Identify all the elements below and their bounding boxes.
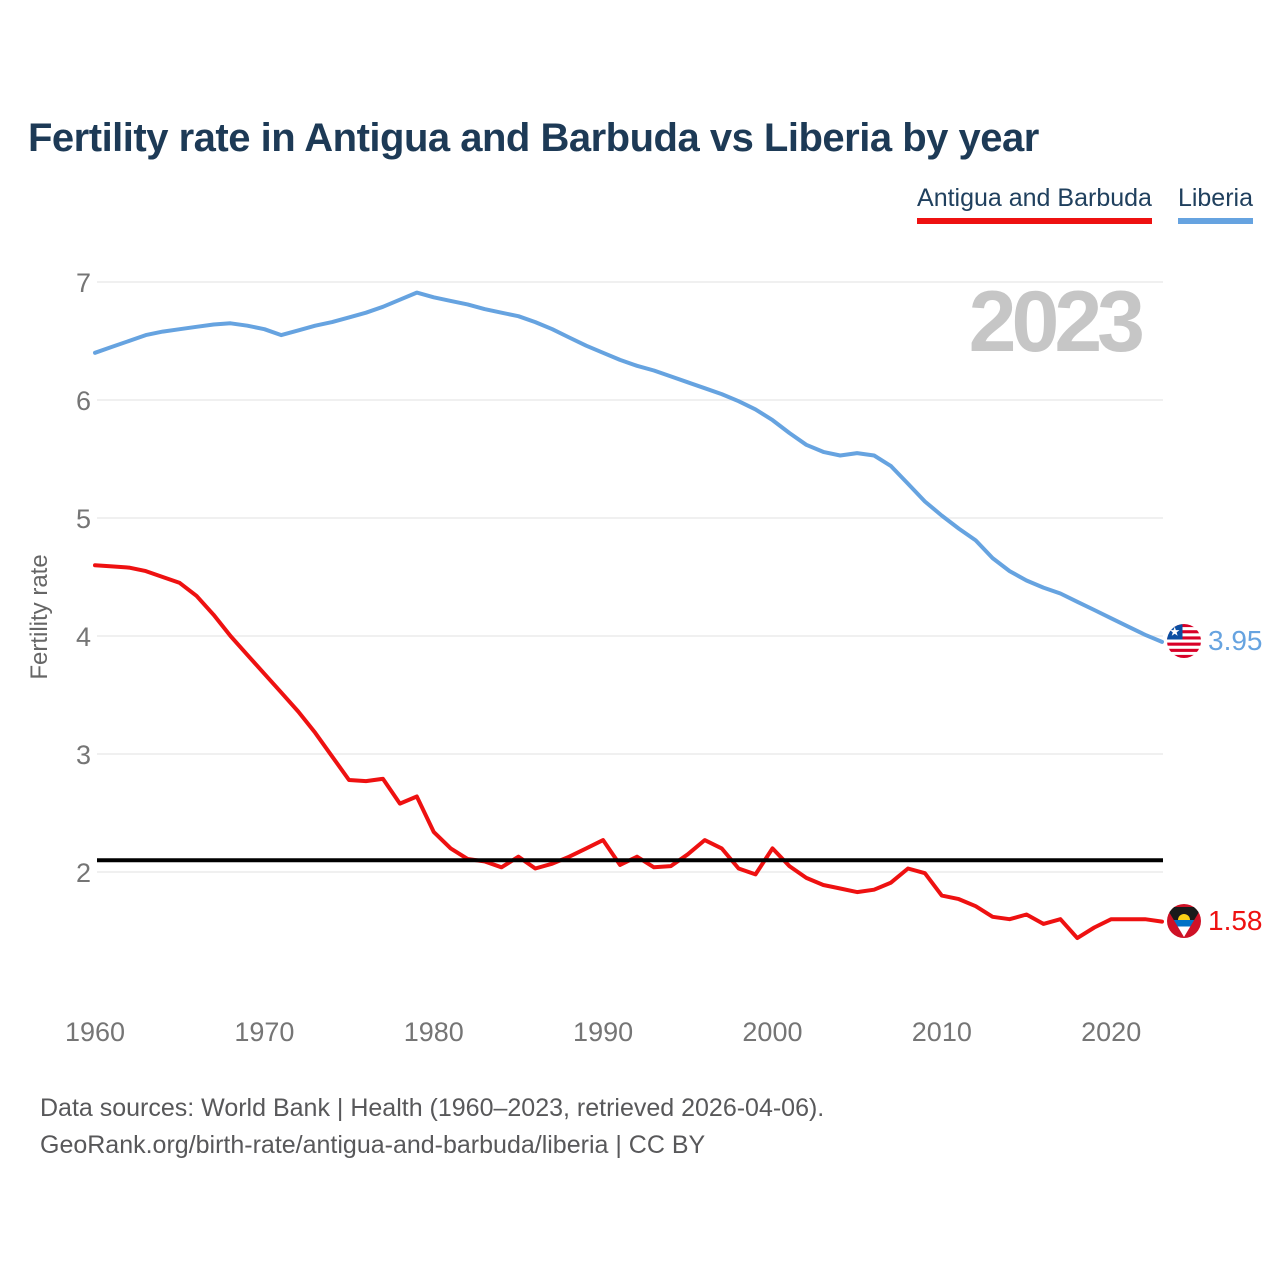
y-tick-label: 7 xyxy=(76,268,91,298)
y-axis-title: Fertility rate xyxy=(26,554,53,679)
x-tick-label: 1970 xyxy=(234,1017,294,1047)
end-value-liberia: 3.95 xyxy=(1208,624,1263,656)
x-tick-label: 2020 xyxy=(1081,1017,1141,1047)
x-tick-label: 2010 xyxy=(912,1017,972,1047)
x-tick-label: 2000 xyxy=(742,1017,802,1047)
end-value-antigua-and-barbuda: 1.58 xyxy=(1208,904,1263,936)
end-label-antigua-and-barbuda: 1.58 xyxy=(1167,903,1263,938)
y-axis-tick-labels: 7 6 5 4 3 2 xyxy=(76,268,91,888)
y-tick-label: 2 xyxy=(76,858,91,888)
x-tick-label: 1960 xyxy=(65,1017,125,1047)
footer: Data sources: World Bank | Health (1960–… xyxy=(40,1090,824,1164)
y-tick-label: 5 xyxy=(76,504,91,534)
series-lines xyxy=(93,290,1164,941)
liberia-flag-icon xyxy=(1167,623,1201,658)
page-title: Fertility rate in Antigua and Barbuda vs… xyxy=(28,116,1039,160)
y-tick-label: 4 xyxy=(76,622,91,652)
legend: Antigua and Barbuda Liberia xyxy=(917,184,1253,224)
footer-attribution: GeoRank.org/birth-rate/antigua-and-barbu… xyxy=(40,1131,706,1159)
watermark-year: 2023 xyxy=(969,274,1142,370)
series-line-liberia xyxy=(93,290,1164,644)
footer-data-sources: Data sources: World Bank | Health (1960–… xyxy=(40,1094,825,1122)
y-tick-label: 6 xyxy=(76,386,91,416)
legend-item-liberia: Liberia xyxy=(1177,184,1253,224)
end-label-liberia: 3.95 xyxy=(1167,623,1263,658)
series-line-antigua-and-barbuda xyxy=(93,563,1164,941)
gridlines xyxy=(97,281,1163,873)
x-axis-tick-labels: 1960 1970 1980 1990 2000 2010 2020 xyxy=(65,1017,1141,1047)
antigua-and-barbuda-flag-icon xyxy=(1167,903,1201,938)
y-tick-label: 3 xyxy=(76,740,91,770)
x-tick-label: 1990 xyxy=(573,1017,633,1047)
legend-item-antigua-and-barbuda: Antigua and Barbuda xyxy=(917,184,1152,224)
x-tick-label: 1980 xyxy=(404,1017,464,1047)
